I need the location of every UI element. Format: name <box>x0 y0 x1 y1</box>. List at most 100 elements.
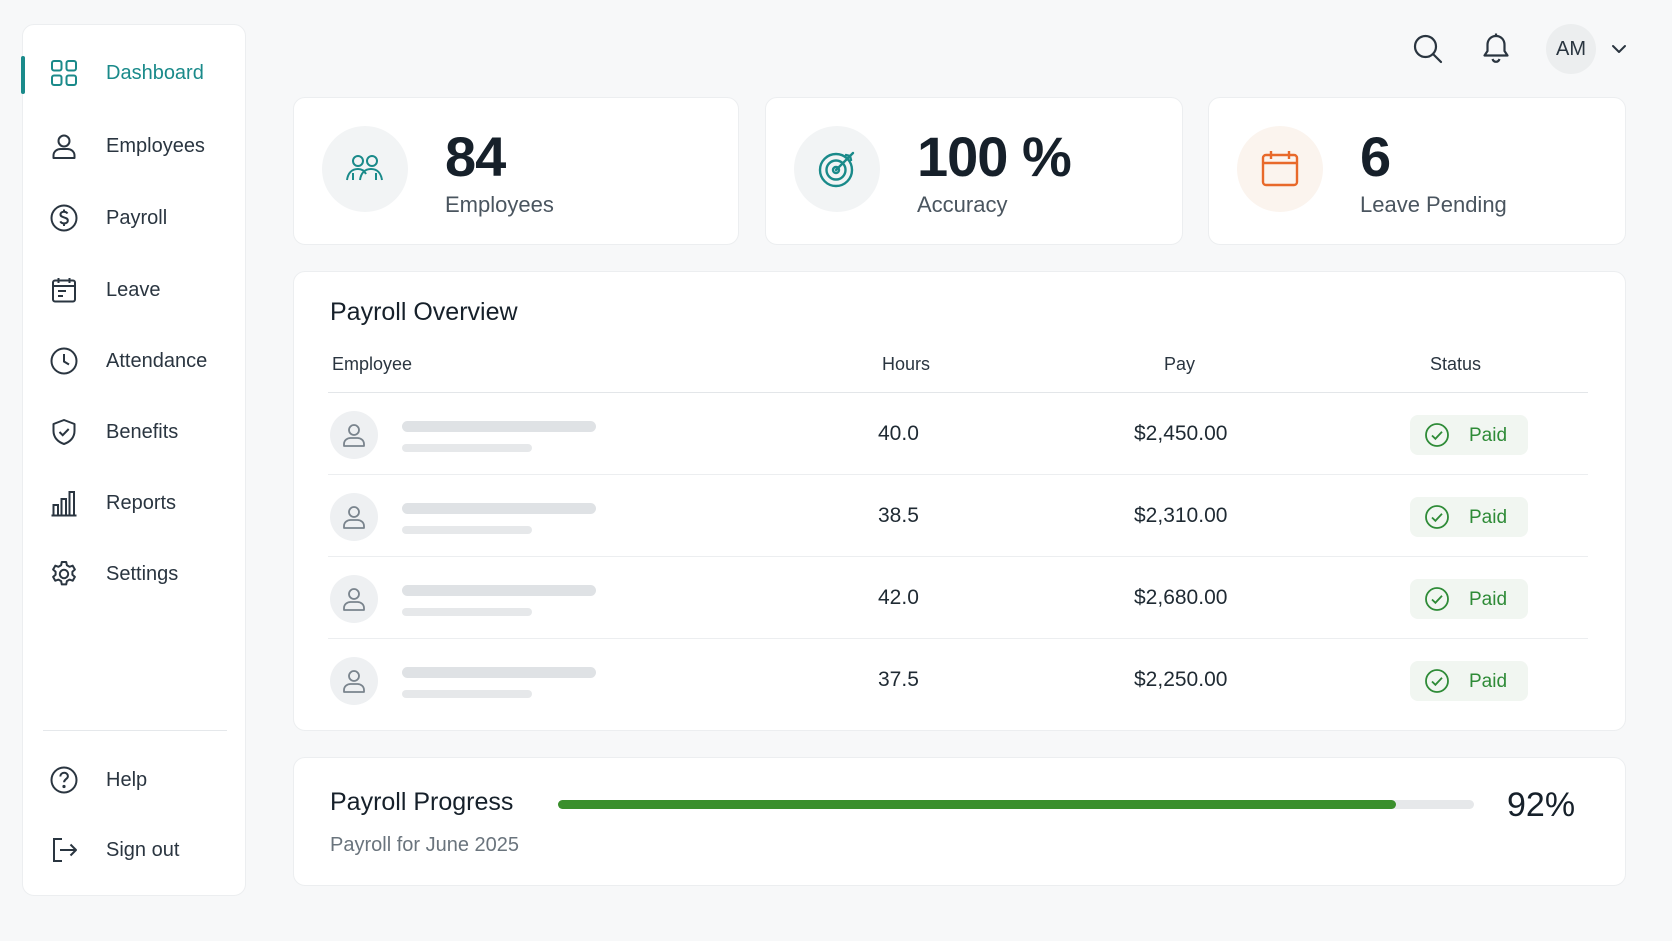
table-row[interactable]: 42.0 $2,680.00 Paid <box>328 557 1588 639</box>
sidebar-item-label: Help <box>106 768 148 791</box>
section-subtitle: Payroll for June 2025 <box>330 834 520 856</box>
role-placeholder <box>402 690 532 698</box>
avatar-initials: AM <box>1556 37 1586 60</box>
avatar <box>330 657 378 705</box>
clock-icon <box>49 346 79 376</box>
section-title: Payroll Progress <box>330 788 514 816</box>
check-circle-icon <box>1425 505 1449 529</box>
table-row[interactable]: 37.5 $2,250.00 Paid <box>328 639 1588 721</box>
stat-label: Accuracy <box>917 192 1008 217</box>
name-placeholder <box>402 585 596 596</box>
name-placeholder <box>402 421 596 432</box>
sidebar-item-settings[interactable]: Settings <box>23 549 247 599</box>
stat-value: 84 <box>445 125 506 188</box>
avatar <box>330 493 378 541</box>
user-icon <box>343 506 365 529</box>
user-icon <box>49 131 79 161</box>
section-title: Payroll Overview <box>330 298 518 326</box>
sidebar: Dashboard Employees Payroll Leave Attend… <box>21 24 247 896</box>
bar-chart-icon <box>49 488 79 518</box>
hours-cell: 38.5 <box>878 504 919 527</box>
sign-out-icon <box>49 835 79 865</box>
status-label: Paid <box>1469 425 1508 446</box>
progress-fill <box>558 800 1397 809</box>
column-header-employee: Employee <box>332 354 413 374</box>
progress-percent: 92% <box>1507 786 1576 824</box>
pay-cell: $2,680.00 <box>1134 586 1228 609</box>
sidebar-item-dashboard[interactable]: Dashboard <box>21 48 247 98</box>
check-circle-icon <box>1425 587 1449 611</box>
people-icon <box>346 155 383 181</box>
sidebar-item-payroll[interactable]: Payroll <box>23 193 247 243</box>
stat-icon-circle <box>1237 126 1323 212</box>
stat-icon-circle <box>794 126 880 212</box>
avatar <box>330 575 378 623</box>
help-icon <box>49 765 79 795</box>
sidebar-divider <box>43 730 227 731</box>
sidebar-item-attendance[interactable]: Attendance <box>23 336 247 386</box>
payroll-overview-card: Payroll Overview Employee Hours Pay Stat… <box>293 271 1626 731</box>
name-placeholder <box>402 503 596 514</box>
pay-cell: $2,250.00 <box>1134 668 1228 691</box>
hours-cell: 37.5 <box>878 668 919 691</box>
status-label: Paid <box>1469 589 1508 610</box>
sidebar-item-label: Sign out <box>106 838 180 861</box>
sidebar-item-label: Reports <box>106 491 177 514</box>
sidebar-item-sign-out[interactable]: Sign out <box>23 825 247 875</box>
sidebar-item-help[interactable]: Help <box>23 755 247 805</box>
sidebar-item-reports[interactable]: Reports <box>23 478 247 528</box>
table-row[interactable]: 38.5 $2,310.00 Paid <box>328 475 1588 557</box>
user-icon <box>343 424 365 447</box>
sidebar-item-leave[interactable]: Leave <box>23 265 247 315</box>
sidebar-item-label: Benefits <box>106 420 179 443</box>
stat-label: Employees <box>445 192 554 217</box>
stat-card-employees: 84 Employees <box>293 97 739 245</box>
stat-card-accuracy: 100 % Accuracy <box>765 97 1183 245</box>
check-circle-icon <box>1425 669 1449 693</box>
pay-cell: $2,310.00 <box>1134 504 1228 527</box>
payroll-progress-card: Payroll Progress Payroll for June 2025 9… <box>293 757 1626 886</box>
stat-icon-circle <box>322 126 408 212</box>
sidebar-item-label: Leave <box>106 278 161 301</box>
search-icon[interactable] <box>1409 30 1447 68</box>
sidebar-item-benefits[interactable]: Benefits <box>23 407 247 457</box>
row-divider <box>328 474 1588 475</box>
role-placeholder <box>402 526 532 534</box>
column-header-hours: Hours <box>882 354 931 374</box>
sidebar-item-label: Attendance <box>106 349 208 372</box>
status-label: Paid <box>1469 507 1508 528</box>
role-placeholder <box>402 608 532 616</box>
avatar <box>330 411 378 459</box>
user-icon <box>343 670 365 693</box>
role-placeholder <box>402 444 532 452</box>
chevron-down-icon[interactable] <box>1608 38 1630 60</box>
table-row[interactable]: 40.0 $2,450.00 Paid <box>328 393 1588 475</box>
dollar-icon <box>49 203 79 233</box>
status-badge: Paid <box>1410 579 1528 619</box>
sidebar-item-label: Settings <box>106 562 179 585</box>
target-icon <box>818 151 855 188</box>
calendar-icon <box>49 275 79 305</box>
avatar[interactable]: AM <box>1546 24 1596 74</box>
sidebar-item-label: Payroll <box>106 206 168 229</box>
status-label: Paid <box>1469 671 1508 692</box>
row-divider <box>328 556 1588 557</box>
stat-value: 100 % <box>917 125 1072 188</box>
calendar-icon <box>1261 151 1299 187</box>
pay-cell: $2,450.00 <box>1134 422 1228 445</box>
hours-cell: 40.0 <box>878 422 919 445</box>
check-circle-icon <box>1425 423 1449 447</box>
stat-label: Leave Pending <box>1360 192 1507 217</box>
bell-icon[interactable] <box>1477 30 1515 68</box>
column-header-pay: Pay <box>1164 354 1196 374</box>
status-badge: Paid <box>1410 415 1528 455</box>
shield-check-icon <box>49 417 79 447</box>
sidebar-item-employees[interactable]: Employees <box>23 121 247 171</box>
column-header-status: Status <box>1430 354 1482 374</box>
user-icon <box>343 588 365 611</box>
table-header-divider <box>328 392 1588 393</box>
status-badge: Paid <box>1410 661 1528 701</box>
stat-card-leave-pending: 6 Leave Pending <box>1208 97 1626 245</box>
progress-track <box>558 800 1474 809</box>
status-badge: Paid <box>1410 497 1528 537</box>
